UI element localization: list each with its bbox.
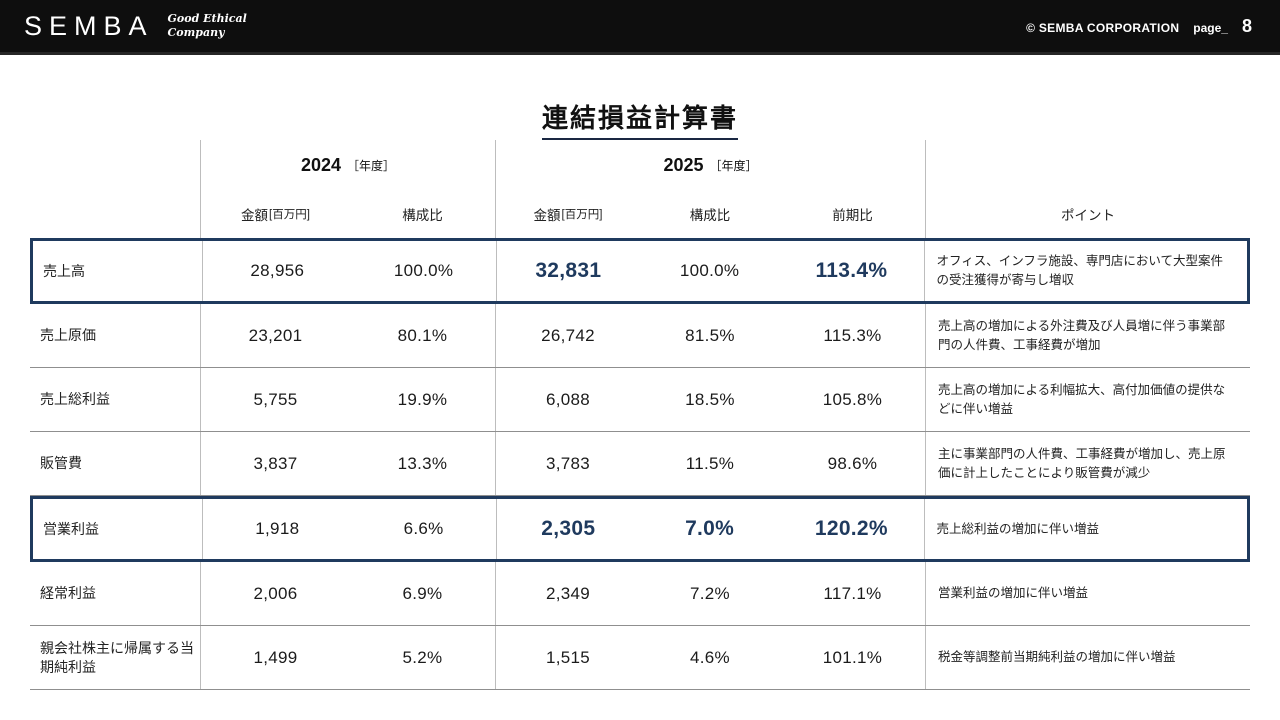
year-2024-unit: ［年度］	[347, 158, 396, 173]
ratio-2025: 11.5%	[685, 453, 735, 473]
ratio-2024: 13.3%	[397, 453, 448, 473]
table-row-ordinary-profit: 経常利益 2,006 6.9% 2,349 7.2% 117.1% 営業利益の増…	[30, 562, 1250, 626]
yoy-ratio: 115.3%	[823, 325, 882, 345]
year-2025: 2025	[663, 154, 704, 175]
amount-label: 金額	[241, 208, 269, 223]
row-label: 売上原価	[40, 327, 96, 344]
logo-tagline-line1: Good Ethical	[167, 12, 247, 26]
amount-2025: 32,831	[495, 241, 640, 301]
yoy-ratio: 98.6%	[827, 453, 878, 473]
yoy-ratio: 105.8%	[822, 389, 883, 409]
table-row-sga-expenses: 販管費 3,837 13.3% 3,783 11.5% 98.6% 主に事業部門…	[30, 432, 1250, 496]
table-row-net-sales: 売上高 28,956 100.0% 32,831 100.0% 113.4% オ…	[30, 238, 1250, 304]
point-note: 営業利益の増加に伴い増益	[925, 562, 1250, 625]
amount-2024: 5,755	[200, 368, 350, 431]
ratio-2025: 7.0%	[685, 517, 735, 540]
ratio-2025: 100.0%	[679, 261, 740, 280]
yoy-ratio: 120.2%	[814, 517, 888, 540]
ratio-2024: 100.0%	[393, 261, 454, 280]
point-note: 主に事業部門の人件費、工事経費が増加し、売上原価に計上したことにより販管費が減少	[925, 432, 1250, 495]
ratio-2025: 7.2%	[690, 583, 730, 603]
row-label: 親会社株主に帰属する当期純利益	[40, 639, 194, 675]
ratio-2025: 81.5%	[685, 325, 735, 345]
subheader-points: ポイント	[925, 190, 1250, 238]
subheader-amount-2024: 金額 [百万円]	[200, 190, 350, 238]
yoy-ratio: 113.4%	[815, 259, 888, 282]
row-label: 販管費	[40, 455, 82, 472]
page-title: 連結損益計算書	[541, 98, 738, 140]
company-logo: SEMBA Good Ethical Company	[24, 12, 247, 40]
page-label: page_	[1193, 20, 1228, 35]
year-2025-unit: ［年度］	[709, 158, 758, 173]
amount-2024: 1,499	[200, 626, 350, 689]
table-row-net-income: 親会社株主に帰属する当期純利益 1,499 5.2% 1,515 4.6% 10…	[30, 626, 1250, 690]
ratio-2025: 4.6%	[690, 647, 730, 667]
year-2024: 2024	[300, 154, 342, 175]
point-note: オフィス、インフラ施設、専門店において大型案件の受注獲得が寄与し増収	[923, 241, 1247, 301]
ratio-2024: 80.1%	[397, 325, 448, 345]
copyright-text: © SEMBA CORPORATION	[1026, 20, 1180, 35]
yoy-ratio: 101.1%	[822, 647, 883, 667]
amount-unit: [百万円]	[561, 209, 603, 221]
ratio-2025: 18.5%	[685, 389, 735, 409]
amount-2025: 1,515	[495, 626, 640, 689]
table-row-operating-profit: 営業利益 1,918 6.6% 2,305 7.0% 120.2% 売上総利益の…	[30, 496, 1250, 562]
ratio-2024: 6.6%	[403, 519, 444, 538]
group-header-points-spacer	[925, 140, 1250, 190]
amount-2024: 1,918	[202, 499, 351, 559]
row-label: 売上総利益	[40, 391, 110, 408]
group-header-2024: 2024 ［年度］	[200, 140, 495, 190]
amount-unit: [百万円]	[269, 209, 310, 221]
amount-2025: 2,305	[495, 499, 640, 559]
table-group-header-row: 2024 ［年度］ 2025 ［年度］	[30, 140, 1250, 190]
point-note: 売上高の増加による外注費及び人員増に伴う事業部門の人件費、工事経費が増加	[925, 304, 1250, 367]
page-number: 8	[1241, 15, 1252, 36]
subheader-item-spacer	[30, 190, 200, 238]
top-bar: SEMBA Good Ethical Company © SEMBA CORPO…	[0, 0, 1280, 55]
ratio-2024: 19.9%	[397, 389, 448, 409]
logo-wordmark: SEMBA	[24, 10, 154, 41]
subheader-ratio-2025: 構成比	[689, 208, 731, 223]
subheader-ratio-2024: 構成比	[402, 208, 443, 223]
group-header-2025: 2025 ［年度］	[495, 140, 925, 190]
row-label: 経常利益	[40, 585, 96, 602]
row-label: 売上高	[43, 262, 85, 279]
point-note: 売上総利益の増加に伴い増益	[923, 499, 1247, 559]
table-row-cost-of-sales: 売上原価 23,201 80.1% 26,742 81.5% 115.3% 売上…	[30, 304, 1250, 368]
logo-tagline: Good Ethical Company	[168, 12, 247, 40]
amount-2024: 3,837	[200, 432, 350, 495]
logo-tagline-line2: Company	[167, 26, 225, 39]
amount-2025: 6,088	[495, 368, 640, 431]
subheader-yoy: 前期比	[832, 208, 873, 223]
row-label: 営業利益	[43, 520, 99, 537]
point-note: 売上高の増加による利幅拡大、高付加価値の提供などに伴い増益	[925, 368, 1250, 431]
topbar-right: © SEMBA CORPORATION page_ 8	[1026, 16, 1252, 37]
yoy-ratio: 117.1%	[823, 583, 882, 603]
amount-2024: 23,201	[200, 304, 350, 367]
ratio-2024: 6.9%	[402, 583, 443, 603]
amount-2025: 26,742	[495, 304, 640, 367]
pl-statement-table: 2024 ［年度］ 2025 ［年度］ 金額 [百万円] 構成比 金額 [百万円] …	[30, 140, 1250, 690]
amount-2024: 2,006	[200, 562, 350, 625]
amount-2025: 3,783	[495, 432, 640, 495]
table-row-gross-profit: 売上総利益 5,755 19.9% 6,088 18.5% 105.8% 売上高…	[30, 368, 1250, 432]
table-sub-header-row: 金額 [百万円] 構成比 金額 [百万円] 構成比 前期比 ポイント	[30, 190, 1250, 238]
subheader-amount-2025: 金額 [百万円]	[495, 190, 640, 238]
amount-2024: 28,956	[202, 241, 351, 301]
amount-label: 金額	[533, 208, 561, 223]
title-area: 連結損益計算書	[0, 98, 1280, 140]
point-note: 税金等調整前当期純利益の増加に伴い増益	[925, 626, 1250, 689]
group-header-spacer	[30, 140, 200, 190]
amount-2025: 2,349	[495, 562, 640, 625]
ratio-2024: 5.2%	[402, 647, 443, 667]
